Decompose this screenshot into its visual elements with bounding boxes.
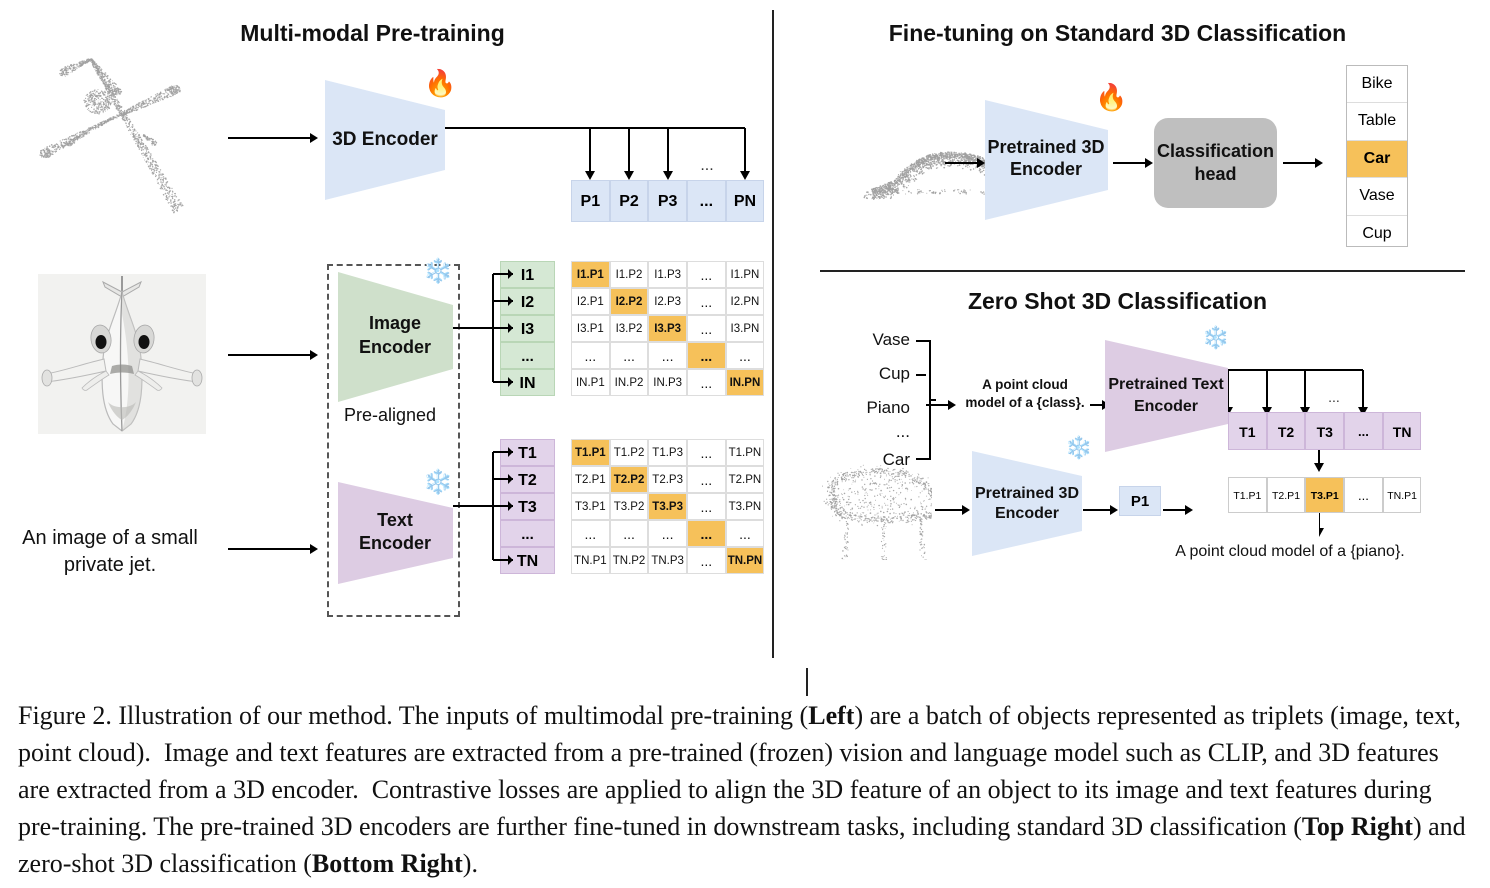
svg-text:Encoder: Encoder [995, 505, 1059, 522]
svg-text:...: ... [1328, 389, 1340, 405]
svg-text:Encoder: Encoder [1134, 398, 1198, 415]
svg-text:Pretrained 3D: Pretrained 3D [987, 137, 1104, 157]
svg-text:Pretrained Text: Pretrained Text [1108, 376, 1224, 393]
svg-text:Encoder: Encoder [1010, 159, 1082, 179]
svg-text:Pretrained 3D: Pretrained 3D [975, 485, 1079, 502]
